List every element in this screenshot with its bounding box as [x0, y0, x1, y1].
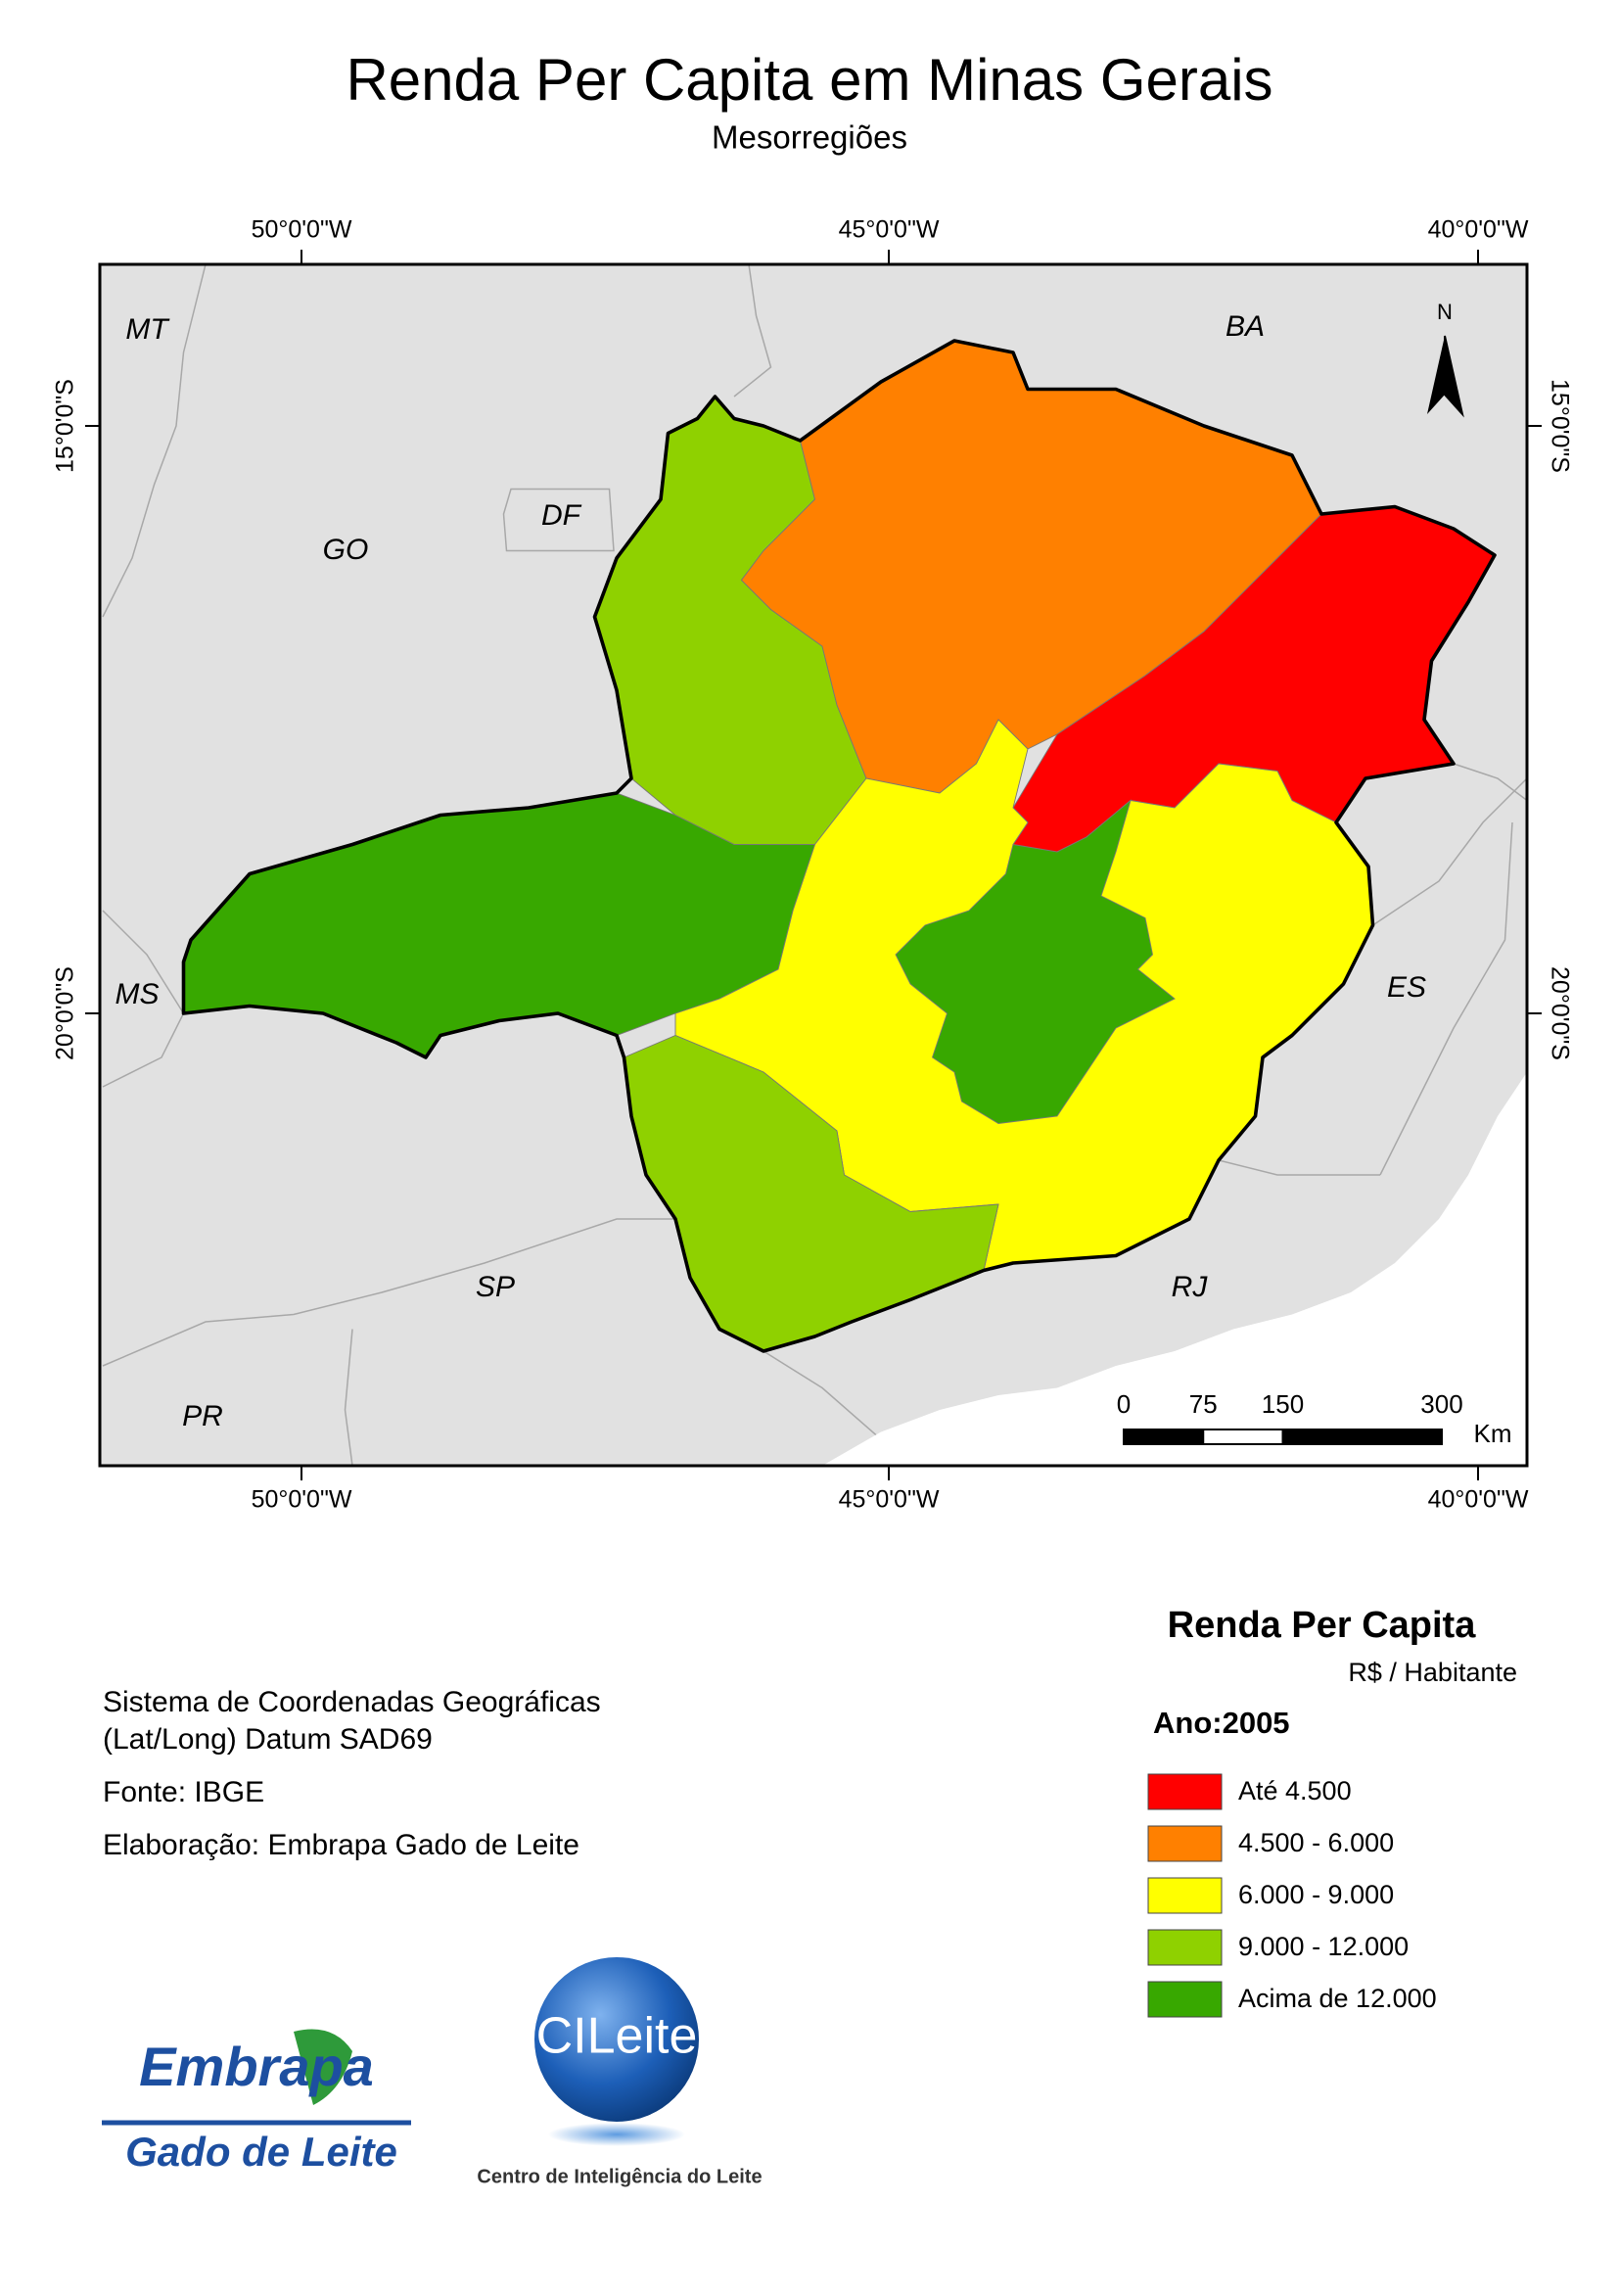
state-label: RJ: [1172, 1271, 1209, 1303]
scale-label: 75: [1189, 1389, 1218, 1419]
region-metropolitana: [895, 799, 1176, 1124]
north-label: N: [1437, 300, 1453, 324]
longitude-label: 45°0'0"W: [839, 216, 940, 244]
legend-label: 4.500 - 6.000: [1238, 1828, 1394, 1857]
scale-label: 0: [1117, 1389, 1131, 1419]
note: (Lat/Long) Datum SAD69: [103, 1723, 433, 1756]
legend-label: 9.000 - 12.000: [1238, 1932, 1409, 1961]
embrapa-unit: Gado de Leite: [125, 2129, 397, 2175]
latitude-label: 15°0'0"S: [1546, 379, 1573, 473]
title: Renda Per Capita em Minas Gerais: [346, 47, 1272, 113]
embrapa-name: Embrapa: [139, 2036, 374, 2097]
state-label: PR: [182, 1400, 223, 1432]
longitude-label: 40°0'0"W: [1428, 216, 1529, 244]
state-label: SP: [476, 1271, 515, 1303]
legend-title: Renda Per Capita: [1168, 1605, 1477, 1646]
ocean: [822, 1072, 1527, 1466]
cileite-shadow: [548, 2123, 685, 2146]
note: Sistema de Coordenadas Geográficas: [103, 1686, 601, 1718]
scale-unit: Km: [1474, 1419, 1512, 1448]
scale-segment: [1281, 1429, 1443, 1445]
state-label: GO: [323, 534, 369, 566]
subtitle: Mesorregiões: [712, 119, 907, 156]
north-arrow: [1427, 336, 1445, 414]
state-label: DF: [541, 499, 582, 532]
north-arrow-half: [1444, 335, 1464, 418]
legend-unit: R$ / Habitante: [1348, 1658, 1517, 1687]
embrapa-leaf: [294, 2029, 352, 2105]
legend-year: Ano:2005: [1153, 1706, 1290, 1740]
scale-segment: [1202, 1429, 1284, 1445]
state-label: BA: [1226, 310, 1265, 343]
cileite-globe: [534, 1957, 699, 2122]
latitude-label: 20°0'0"S: [1546, 966, 1573, 1060]
legend-swatch: [1147, 1877, 1223, 1914]
cileite-name: CILeite: [536, 2008, 698, 2065]
longitude-label: 50°0'0"W: [252, 216, 352, 244]
scale-label: 150: [1262, 1389, 1304, 1419]
state-label: MT: [125, 313, 170, 346]
map-content: MT BA GO DF MS ES SP RJ PR N 0 75 150 300 Km: [102, 264, 1527, 1466]
latitude-label: 15°0'0"S: [52, 379, 79, 473]
note: Elaboração: Embrapa Gado de Leite: [103, 1829, 579, 1861]
embrapa-logo: Embrapa Gado de Leite: [102, 2029, 411, 2175]
legend-swatch: [1147, 1825, 1223, 1862]
state-label: MS: [116, 978, 160, 1010]
state-label: ES: [1387, 971, 1426, 1004]
state-outline: [181, 339, 1497, 1353]
longitude-label: 40°0'0"W: [1428, 1486, 1529, 1514]
latitude-label: 20°0'0"S: [52, 966, 79, 1060]
legend-label: 6.000 - 9.000: [1238, 1880, 1394, 1909]
legend-swatch: [1147, 1981, 1223, 2018]
longitude-label: 50°0'0"W: [252, 1486, 352, 1514]
legend-label: Até 4.500: [1238, 1776, 1352, 1805]
scale-segment: [1123, 1429, 1205, 1445]
legend-swatch: [1147, 1929, 1223, 1966]
cileite-caption: Centro de Inteligência do Leite: [477, 2166, 762, 2187]
note: Fonte: IBGE: [103, 1776, 264, 1808]
scale-label: 300: [1420, 1389, 1462, 1419]
cileite-logo: CILeite Centro de Inteligência do Leite: [477, 1957, 763, 2187]
map-frame: [98, 262, 1529, 1468]
legend-swatch: [1147, 1773, 1223, 1810]
legend-label: Acima de 12.000: [1238, 1984, 1437, 2013]
longitude-label: 45°0'0"W: [839, 1486, 940, 1514]
